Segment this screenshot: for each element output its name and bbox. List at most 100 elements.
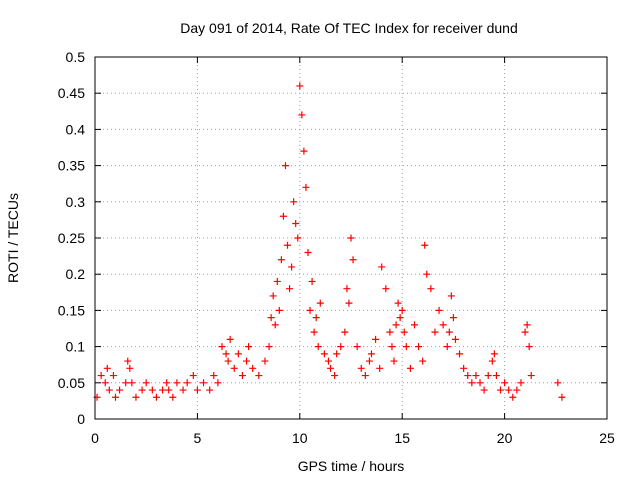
data-point-marker <box>302 183 310 191</box>
data-point-marker <box>435 306 443 314</box>
data-point-marker <box>492 372 500 380</box>
data-point-marker <box>304 248 312 256</box>
data-point-marker <box>122 379 130 387</box>
data-point-marker <box>271 321 279 329</box>
data-point-marker <box>224 357 232 365</box>
data-point-marker <box>468 379 476 387</box>
data-point-marker <box>310 328 318 336</box>
data-point-marker <box>234 350 242 358</box>
data-point-marker <box>488 357 496 365</box>
y-tick-label: 0.5 <box>66 49 86 65</box>
y-tick-label: 0.05 <box>58 375 85 391</box>
data-point-marker <box>286 285 294 293</box>
data-point-marker <box>460 364 468 372</box>
data-point-marker <box>447 292 455 300</box>
data-point-marker <box>476 379 484 387</box>
data-point-marker <box>439 321 447 329</box>
data-point-marker <box>126 364 134 372</box>
data-point-marker <box>402 343 410 351</box>
data-point-marker <box>558 393 566 401</box>
data-point-marker <box>365 357 373 365</box>
data-point-marker <box>509 393 517 401</box>
data-point-marker <box>312 314 320 322</box>
data-point-marker <box>128 379 136 387</box>
data-point-marker <box>103 364 111 372</box>
data-point-marker <box>451 335 459 343</box>
chart-title: Day 091 of 2014, Rate Of TEC Index for r… <box>180 20 517 36</box>
data-point-marker <box>333 350 341 358</box>
data-point-marker <box>327 364 335 372</box>
data-point-marker <box>206 386 214 394</box>
data-point-marker <box>238 372 246 380</box>
data-point-marker <box>400 328 408 336</box>
data-point-marker <box>456 350 464 358</box>
data-point-marker <box>214 379 222 387</box>
data-point-marker <box>394 299 402 307</box>
data-point-marker <box>298 111 306 119</box>
data-point-marker <box>464 372 472 380</box>
data-point-marker <box>159 386 167 394</box>
data-point-marker <box>398 306 406 314</box>
data-point-marker <box>345 299 353 307</box>
data-point-marker <box>152 393 160 401</box>
data-point-marker <box>314 343 322 351</box>
data-point-marker <box>427 285 435 293</box>
data-point-marker <box>554 379 562 387</box>
x-tick-label: 0 <box>91 430 99 446</box>
data-point-marker <box>163 379 171 387</box>
data-point-marker <box>320 350 328 358</box>
data-point-marker <box>148 386 156 394</box>
data-points <box>93 82 566 401</box>
data-point-marker <box>513 386 521 394</box>
data-point-marker <box>210 372 218 380</box>
data-point-marker <box>390 357 398 365</box>
data-point-marker <box>490 350 498 358</box>
x-tick-label: 5 <box>194 430 202 446</box>
data-point-marker <box>288 263 296 271</box>
y-tick-label: 0.25 <box>58 230 85 246</box>
data-point-marker <box>349 256 357 264</box>
data-point-marker <box>290 198 298 206</box>
y-tick-label: 0.35 <box>58 158 85 174</box>
data-point-marker <box>372 335 380 343</box>
data-point-marker <box>343 285 351 293</box>
data-point-marker <box>443 343 451 351</box>
data-point-marker <box>277 256 285 264</box>
data-point-marker <box>300 147 308 155</box>
y-tick-label: 0.3 <box>66 194 86 210</box>
data-point-marker <box>392 321 400 329</box>
data-point-marker <box>265 343 273 351</box>
data-point-marker <box>193 386 201 394</box>
data-point-marker <box>449 314 457 322</box>
data-point-marker <box>183 379 191 387</box>
data-point-marker <box>497 386 505 394</box>
x-tick-label: 20 <box>497 430 513 446</box>
data-point-marker <box>169 393 177 401</box>
data-point-marker <box>249 364 257 372</box>
data-point-marker <box>419 357 427 365</box>
data-point-marker <box>376 364 384 372</box>
data-point-marker <box>527 372 535 380</box>
data-point-marker <box>105 386 113 394</box>
data-point-marker <box>484 372 492 380</box>
data-point-marker <box>179 386 187 394</box>
x-tick-label: 15 <box>394 430 410 446</box>
data-point-marker <box>284 241 292 249</box>
data-point-marker <box>361 372 369 380</box>
data-point-marker <box>308 277 316 285</box>
data-point-marker <box>388 343 396 351</box>
data-point-marker <box>382 285 390 293</box>
x-axis-label: GPS time / hours <box>298 458 405 474</box>
data-point-marker <box>523 321 531 329</box>
y-tick-label: 0.2 <box>66 266 86 282</box>
x-tick-label: 10 <box>292 430 308 446</box>
data-point-marker <box>415 343 423 351</box>
data-point-marker <box>521 328 529 336</box>
data-point-marker <box>316 299 324 307</box>
y-tick-label: 0.4 <box>66 121 86 137</box>
data-point-marker <box>410 321 418 329</box>
y-tick-label: 0.45 <box>58 85 85 101</box>
data-point-marker <box>138 386 146 394</box>
data-point-marker <box>445 328 453 336</box>
